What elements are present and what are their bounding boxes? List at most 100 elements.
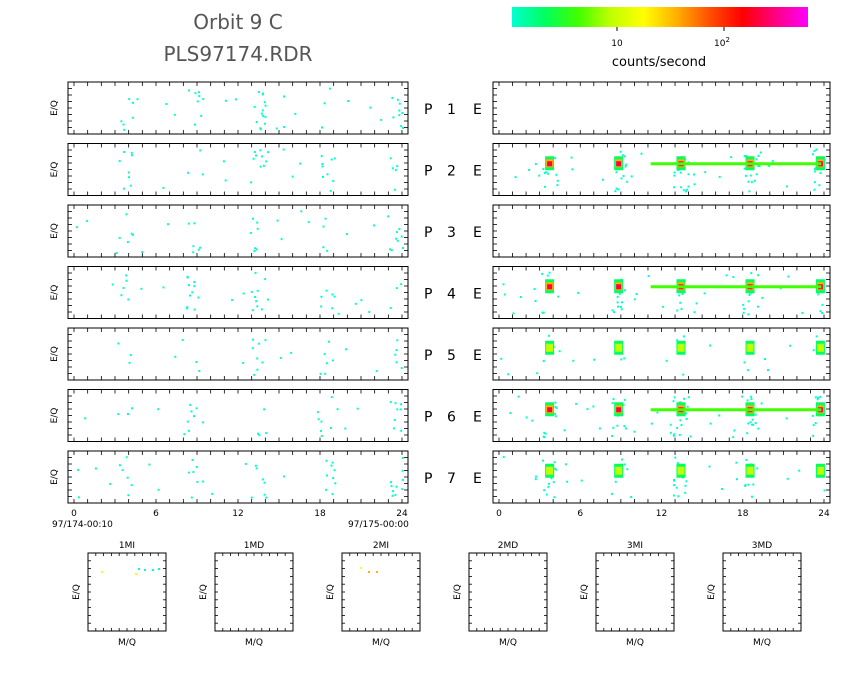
row-number-label: 1 [447, 102, 456, 118]
right-panel-frame [492, 266, 831, 319]
mass-panel-frame [595, 552, 675, 632]
x-tick-label: 6 [153, 509, 159, 519]
mass-count [135, 573, 137, 575]
left-panel-frame [67, 389, 409, 442]
row-p-label: P [424, 164, 432, 180]
x-tick-label: 12 [232, 509, 243, 519]
mass-panel: 2MI E/Q M/Q [326, 541, 421, 648]
mass-panel-frame [722, 552, 802, 632]
detector-row: E/Q P 7 E [50, 450, 831, 504]
row-p-label: P [424, 471, 432, 487]
left-panel-frame [67, 81, 409, 135]
left-panel-frame [67, 327, 409, 381]
row-e-label: E [473, 348, 482, 364]
left-ylabel: E/Q [50, 346, 60, 362]
x-tick-label: 6 [577, 509, 583, 519]
mass-panel-title: 1MD [244, 541, 264, 551]
mass-panel-title: 2MI [373, 541, 389, 551]
colorbar-label: counts/second [612, 55, 706, 70]
mass-panel-frame [214, 552, 294, 632]
mass-count [376, 571, 378, 573]
colorbar-legend: 10 102 counts/second [512, 7, 808, 70]
mass-panel: 2MD E/Q M/Q [453, 541, 548, 648]
row-e-label: E [473, 225, 482, 241]
mass-ylabel: E/Q [707, 584, 717, 600]
start-time-label: 97/174-00:10 [52, 520, 113, 530]
colorbar-tick-label-10: 10 [611, 39, 623, 49]
mass-xlabel: M/Q [499, 638, 517, 648]
x-tick-label: 18 [314, 509, 326, 519]
right-time-axis: 0 6 12 18 24 [496, 509, 830, 519]
left-ylabel: E/Q [50, 408, 60, 424]
detector-row: E/Q P 1 E [50, 81, 831, 135]
colorbar [512, 7, 808, 27]
detector-row: E/Q P 3 E [50, 204, 831, 258]
mass-count [158, 568, 160, 570]
mass-xlabel: M/Q [245, 638, 263, 648]
orbit-title: Orbit 9 C [193, 10, 282, 34]
x-tick-label: 24 [818, 509, 830, 519]
file-title: PLS97174.RDR [163, 42, 312, 66]
row-e-label: E [473, 410, 482, 426]
mass-count [368, 571, 370, 573]
title-block: Orbit 9 C PLS97174.RDR [163, 10, 312, 66]
detector-row: E/Q P 2 E [50, 143, 831, 196]
right-panel-frame [492, 81, 831, 135]
detector-row: E/Q P 4 E [50, 266, 831, 319]
left-ylabel: E/Q [50, 285, 60, 301]
row-number-label: 7 [447, 471, 456, 487]
left-ylabel: E/Q [50, 469, 60, 485]
left-panel-frame [67, 204, 409, 258]
x-tick-label: 12 [656, 509, 667, 519]
mass-panel: 3MI E/Q M/Q [580, 541, 675, 648]
x-tick-label: 18 [737, 509, 749, 519]
row-p-label: P [424, 225, 432, 241]
mass-panel: 1MI E/Q M/Q [72, 541, 167, 648]
row-p-label: P [424, 102, 432, 118]
mass-panels: 1MI E/Q M/Q 1MD E/Q M/Q 2MI E/Q M/Q 2MD E/Q M/Q 3MI E… [72, 541, 802, 648]
left-time-axis: 0 6 12 18 24 97/174-00:10 97/175-00:00 [52, 509, 409, 530]
row-e-label: E [473, 102, 482, 118]
mass-panel-frame [341, 552, 421, 632]
left-ylabel: E/Q [50, 223, 60, 239]
x-tick-label: 0 [496, 509, 502, 519]
mass-count [152, 569, 154, 571]
left-panel-frame [67, 266, 409, 319]
row-e-label: E [473, 164, 482, 180]
row-number-label: 5 [447, 348, 456, 364]
colorbar-tick-label-100: 102 [714, 36, 730, 49]
row-e-label: E [473, 287, 482, 303]
left-ylabel: E/Q [50, 100, 60, 116]
mass-panel-title: 1MI [119, 541, 135, 551]
row-p-label: P [424, 348, 432, 364]
right-panel-frame [492, 450, 831, 504]
row-number-label: 3 [447, 225, 456, 241]
row-p-label: P [424, 410, 432, 426]
mass-panel-frame [468, 552, 548, 632]
x-tick-label: 0 [71, 509, 77, 519]
mass-ylabel: E/Q [580, 584, 590, 600]
right-panel-frame [492, 204, 831, 258]
left-ylabel: E/Q [50, 162, 60, 178]
row-e-label: E [473, 471, 482, 487]
mass-ylabel: E/Q [326, 584, 336, 600]
detector-rows: E/Q P 1 EE/Q P 2 EE/Q P 3 EE/Q P 4 EE/Q P 5 EE/Q P 6 EE/Q P… [50, 81, 831, 504]
row-number-label: 6 [447, 410, 456, 426]
x-tick-label: 24 [396, 509, 408, 519]
row-p-label: P [424, 287, 432, 303]
mass-ylabel: E/Q [72, 584, 82, 600]
right-panel-frame [492, 327, 831, 381]
row-number-label: 4 [447, 287, 456, 303]
row-number-label: 2 [447, 164, 456, 180]
end-time-label: 97/175-00:00 [348, 520, 409, 530]
mass-panel: 1MD E/Q M/Q [199, 541, 294, 648]
mass-xlabel: M/Q [372, 638, 390, 648]
mass-panel-frame [87, 552, 167, 632]
left-panel-frame [67, 143, 409, 196]
detector-row: E/Q P 6 E [50, 389, 831, 442]
mass-count [138, 568, 140, 570]
mass-panel: 3MD E/Q M/Q [707, 541, 802, 648]
mass-ylabel: E/Q [453, 584, 463, 600]
mass-count [144, 569, 146, 571]
mass-count [101, 571, 103, 573]
